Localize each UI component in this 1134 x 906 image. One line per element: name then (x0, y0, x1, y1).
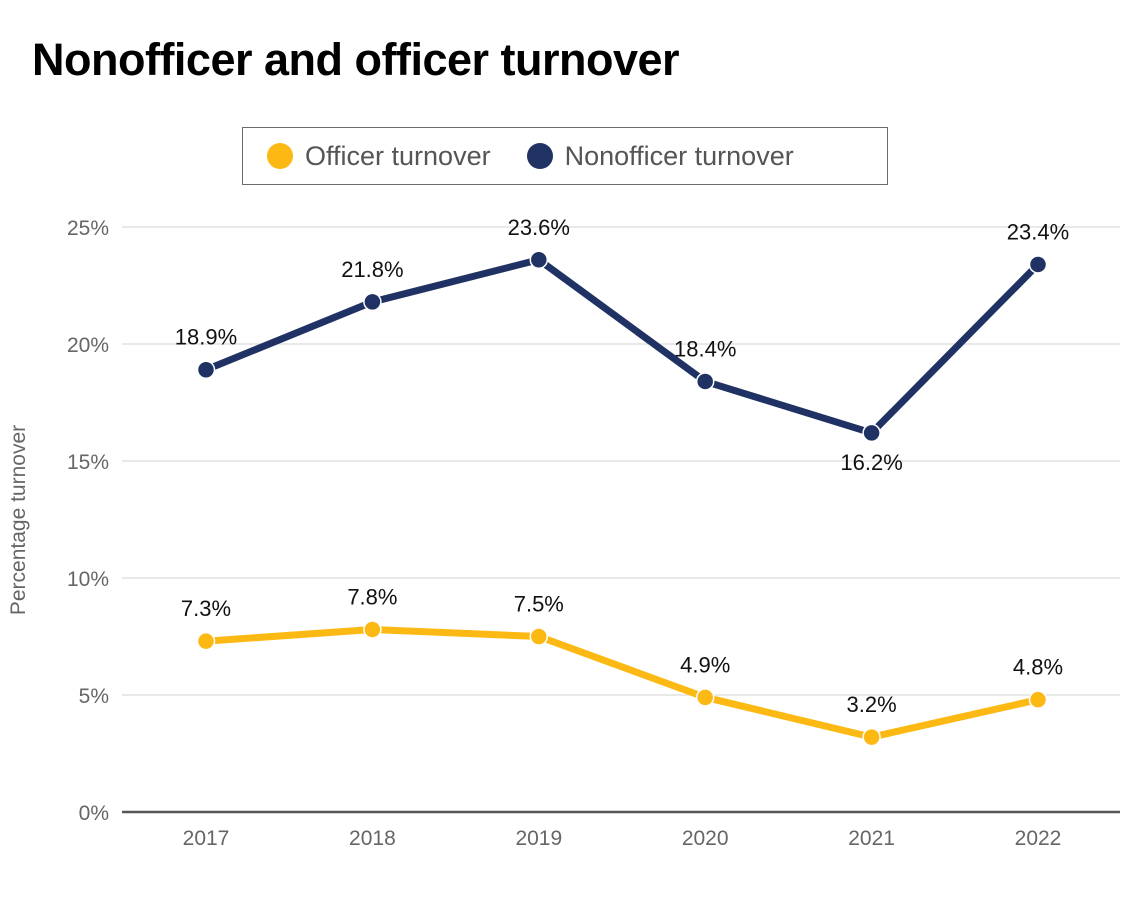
data-point-nonofficer (529, 250, 549, 270)
data-label-nonofficer: 18.9% (175, 325, 237, 350)
data-point-nonofficer (196, 360, 216, 379)
chart-title: Nonofficer and officer turnover (32, 34, 680, 85)
data-label-nonofficer: 16.2% (840, 450, 902, 475)
data-point-officer (363, 620, 382, 639)
data-label-nonofficer: 23.6% (508, 215, 570, 240)
y-tick-label: 15% (67, 451, 109, 474)
legend-label-nonofficer: Nonofficer turnover (564, 140, 794, 171)
data-label-officer: 4.9% (680, 652, 730, 677)
data-point-officer (529, 627, 549, 646)
data-point-nonofficer (363, 292, 382, 312)
data-point-officer (695, 688, 715, 707)
data-label-nonofficer: 21.8% (341, 257, 403, 282)
y-tick-label: 20% (67, 334, 109, 357)
data-label-officer: 3.2% (847, 692, 897, 717)
legend-item-nonofficer[interactable]: Nonofficer turnover (526, 140, 794, 172)
data-label-officer: 7.5% (514, 592, 564, 617)
series-line-nonofficer (202, 256, 1042, 437)
y-tick-label: 25% (67, 217, 109, 240)
data-point-nonofficer (695, 372, 715, 391)
x-tick-label: 2019 (515, 827, 562, 850)
legend-swatch-officer (267, 143, 293, 169)
data-label-officer: 7.3% (181, 596, 231, 621)
x-tick-label: 2020 (682, 827, 729, 850)
legend-label-officer: Officer turnover (305, 140, 491, 171)
legend-item-officer[interactable]: Officer turnover (267, 141, 491, 172)
data-label-nonofficer: 18.4% (674, 336, 736, 361)
y-tick-label: 5% (79, 685, 109, 708)
data-label-nonofficer: 23.4% (1007, 219, 1069, 244)
y-tick-label: 10% (67, 568, 109, 591)
data-label-officer: 4.8% (1013, 655, 1063, 680)
legend-swatch-nonofficer (526, 143, 553, 169)
series-line-officer (202, 625, 1042, 741)
y-tick-label: 0% (79, 802, 109, 825)
data-point-officer (862, 727, 881, 747)
data-point-officer (196, 631, 216, 651)
legend: Officer turnover Nonofficer turnover (242, 127, 888, 185)
data-point-nonofficer (862, 423, 881, 443)
x-tick-label: 2022 (1015, 827, 1062, 850)
data-point-nonofficer (1028, 255, 1048, 274)
data-point-officer (1028, 690, 1048, 709)
x-tick-label: 2017 (183, 827, 230, 850)
x-tick-label: 2018 (349, 827, 396, 850)
data-label-officer: 7.8% (347, 584, 397, 609)
x-tick-label: 2021 (848, 827, 895, 850)
